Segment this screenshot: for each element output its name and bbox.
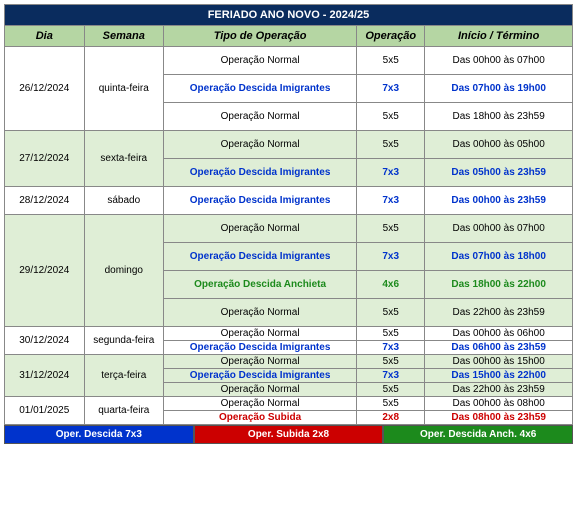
cell-dia: 01/01/2025: [5, 397, 85, 425]
column-header: Dia: [5, 26, 85, 47]
cell-tipo: Operação Descida Imigrantes: [164, 341, 357, 355]
cell-tempo: Das 06h00 às 23h59: [425, 341, 573, 355]
legend-item: Oper. Subida 2x8: [194, 425, 384, 444]
cell-op: 7x3: [357, 159, 425, 187]
cell-semana: sexta-feira: [84, 131, 164, 187]
column-header: Semana: [84, 26, 164, 47]
cell-dia: 28/12/2024: [5, 187, 85, 215]
cell-op: 5x5: [357, 103, 425, 131]
column-header: Início / Término: [425, 26, 573, 47]
cell-tipo: Operação Normal: [164, 355, 357, 369]
cell-semana: terça-feira: [84, 355, 164, 397]
cell-tempo: Das 00h00 às 05h00: [425, 131, 573, 159]
cell-dia: 31/12/2024: [5, 355, 85, 397]
cell-dia: 30/12/2024: [5, 327, 85, 355]
cell-tempo: Das 08h00 às 23h59: [425, 411, 573, 425]
legend-bar: Oper. Descida 7x3Oper. Subida 2x8Oper. D…: [4, 425, 573, 444]
cell-semana: segunda-feira: [84, 327, 164, 355]
cell-semana: sábado: [84, 187, 164, 215]
cell-tempo: Das 18h00 às 23h59: [425, 103, 573, 131]
cell-op: 7x3: [357, 341, 425, 355]
cell-op: 5x5: [357, 327, 425, 341]
cell-op: 7x3: [357, 243, 425, 271]
cell-tempo: Das 15h00 às 22h00: [425, 369, 573, 383]
cell-op: 5x5: [357, 131, 425, 159]
cell-tempo: Das 07h00 às 18h00: [425, 243, 573, 271]
schedule-table: FERIADO ANO NOVO - 2024/25DiaSemanaTipo …: [4, 4, 573, 425]
cell-tempo: Das 00h00 às 23h59: [425, 187, 573, 215]
cell-op: 7x3: [357, 187, 425, 215]
cell-tipo: Operação Normal: [164, 397, 357, 411]
cell-tipo: Operação Normal: [164, 131, 357, 159]
cell-tempo: Das 00h00 às 07h00: [425, 47, 573, 75]
cell-tipo: Operação Descida Imigrantes: [164, 243, 357, 271]
cell-op: 4x6: [357, 271, 425, 299]
cell-tempo: Das 00h00 às 06h00: [425, 327, 573, 341]
cell-tempo: Das 22h00 às 23h59: [425, 383, 573, 397]
cell-tempo: Das 00h00 às 07h00: [425, 215, 573, 243]
cell-tempo: Das 00h00 às 08h00: [425, 397, 573, 411]
cell-tempo: Das 22h00 às 23h59: [425, 299, 573, 327]
cell-dia: 26/12/2024: [5, 47, 85, 131]
cell-op: 5x5: [357, 397, 425, 411]
cell-tipo: Operação Normal: [164, 327, 357, 341]
cell-op: 7x3: [357, 369, 425, 383]
cell-tipo: Operação Normal: [164, 299, 357, 327]
cell-op: 5x5: [357, 383, 425, 397]
cell-op: 7x3: [357, 75, 425, 103]
cell-tipo: Operação Descida Imigrantes: [164, 369, 357, 383]
cell-op: 5x5: [357, 215, 425, 243]
column-header: Tipo de Operação: [164, 26, 357, 47]
cell-tempo: Das 00h00 às 15h00: [425, 355, 573, 369]
cell-op: 5x5: [357, 47, 425, 75]
cell-dia: 27/12/2024: [5, 131, 85, 187]
cell-tipo: Operação Descida Imigrantes: [164, 159, 357, 187]
cell-tempo: Das 05h00 às 23h59: [425, 159, 573, 187]
legend-item: Oper. Descida 7x3: [4, 425, 194, 444]
cell-tipo: Operação Normal: [164, 215, 357, 243]
cell-tempo: Das 18h00 às 22h00: [425, 271, 573, 299]
cell-tipo: Operação Subida: [164, 411, 357, 425]
cell-tipo: Operação Normal: [164, 383, 357, 397]
cell-tipo: Operação Normal: [164, 47, 357, 75]
cell-tipo: Operação Normal: [164, 103, 357, 131]
cell-semana: domingo: [84, 215, 164, 327]
cell-tipo: Operação Descida Imigrantes: [164, 187, 357, 215]
column-header: Operação: [357, 26, 425, 47]
cell-op: 5x5: [357, 355, 425, 369]
cell-dia: 29/12/2024: [5, 215, 85, 327]
legend-item: Oper. Descida Anch. 4x6: [383, 425, 573, 444]
cell-op: 5x5: [357, 299, 425, 327]
cell-op: 2x8: [357, 411, 425, 425]
cell-semana: quarta-feira: [84, 397, 164, 425]
cell-tipo: Operação Descida Imigrantes: [164, 75, 357, 103]
table-title: FERIADO ANO NOVO - 2024/25: [5, 5, 573, 26]
cell-tipo: Operação Descida Anchieta: [164, 271, 357, 299]
cell-semana: quinta-feira: [84, 47, 164, 131]
cell-tempo: Das 07h00 às 19h00: [425, 75, 573, 103]
